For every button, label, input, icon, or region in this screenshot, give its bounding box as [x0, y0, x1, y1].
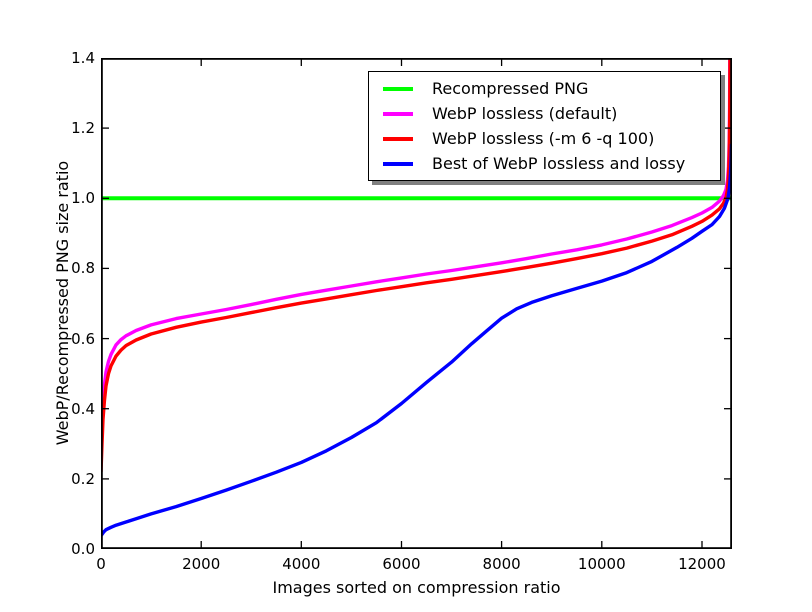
y-tick-label-1.4: 1.4 [71, 49, 95, 67]
axis-tick-marks [101, 58, 731, 549]
y-tick-label-0.2: 0.2 [71, 469, 95, 488]
plot-area [101, 58, 732, 549]
y-axis-title: WebP/Recompressed PNG size ratio [53, 160, 72, 446]
legend-line-sample-blue [383, 161, 413, 166]
y-tick-label-1.2: 1.2 [71, 119, 95, 138]
legend-box: Recompressed PNG WebP lossless (default)… [368, 71, 721, 181]
axes-frame [101, 58, 732, 549]
y-tick-label-0.8: 0.8 [71, 259, 95, 278]
series-line-best-of-webp-lossless-and-lossy [101, 143, 732, 537]
legend-line-sample-red [383, 136, 413, 141]
legend-label: WebP lossless (default) [432, 103, 618, 123]
legend-line-sample-green [383, 86, 413, 91]
legend-line-sample-magenta [383, 111, 413, 116]
x-tick-label-0: 0 [96, 555, 106, 573]
x-tick-label-6000: 6000 [382, 555, 421, 573]
legend-entry-webp-lossless-m6q100: WebP lossless (-m 6 -q 100) [383, 127, 720, 151]
y-tick-label-1.0: 1.0 [71, 189, 95, 208]
legend-label: Best of WebP lossless and lossy [432, 153, 686, 173]
legend-entry-best-of-webp: Best of WebP lossless and lossy [383, 152, 720, 176]
y-tick-label-0.6: 0.6 [71, 329, 95, 348]
legend-label: Recompressed PNG [432, 78, 589, 98]
x-tick-label-12000: 12000 [678, 555, 726, 573]
series-line-webp-lossless-default- [101, 58, 732, 462]
y-tick-label-0.0: 0.0 [71, 540, 95, 558]
legend-entry-recompressed-png: Recompressed PNG [383, 77, 720, 101]
series-line-webp-lossless-m-6-q-100- [101, 58, 732, 472]
x-tick-label-2000: 2000 [182, 555, 221, 573]
x-tick-label-10000: 10000 [577, 555, 626, 573]
x-tick-label-8000: 8000 [482, 555, 521, 573]
chart-series-lines [101, 58, 732, 537]
x-axis-title: Images sorted on compression ratio [272, 578, 561, 597]
x-tick-label-4000: 4000 [282, 555, 321, 573]
legend-entry-webp-lossless-default: WebP lossless (default) [383, 102, 720, 126]
legend-label: WebP lossless (-m 6 -q 100) [432, 128, 655, 148]
y-tick-label-0.4: 0.4 [71, 399, 95, 418]
